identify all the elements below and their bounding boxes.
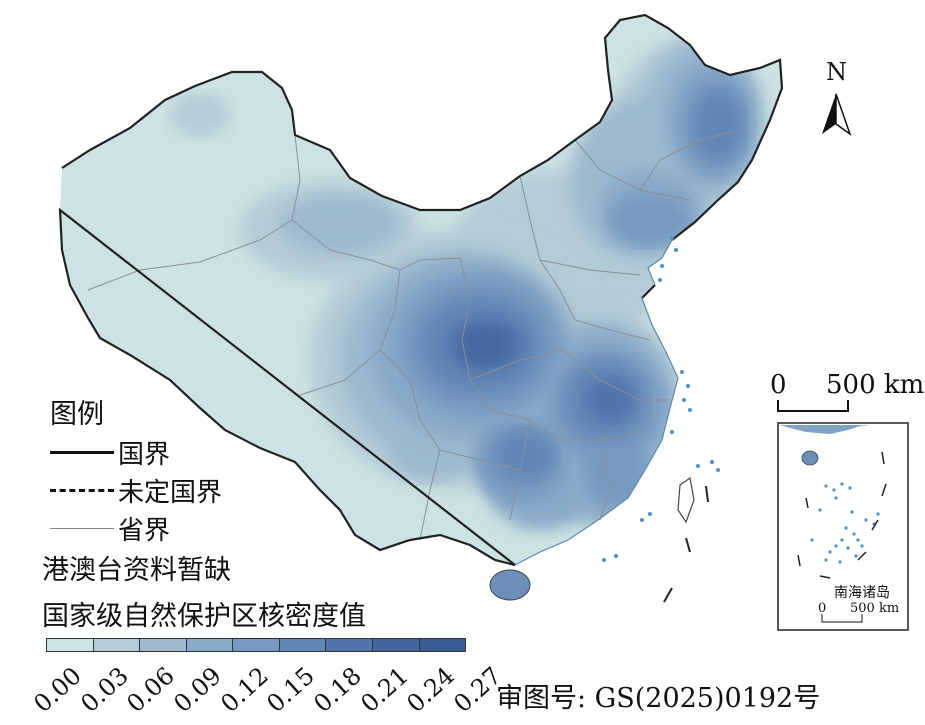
ramp-cell — [47, 639, 94, 651]
island-dot — [834, 496, 838, 500]
mainland-density — [58, 13, 784, 567]
ramp-cell — [372, 639, 420, 651]
island-dot — [848, 486, 852, 490]
dashed-line-icon — [50, 488, 114, 492]
island-dot — [658, 278, 662, 282]
ramp-cell — [140, 639, 187, 651]
island-dot — [838, 560, 842, 564]
island-dot — [824, 484, 828, 488]
island-dot — [696, 464, 700, 468]
legend-item-label: 省界 — [118, 515, 171, 546]
island-dot — [688, 408, 692, 412]
approval-number: 审图号: GS(2025)0192号 — [496, 683, 821, 714]
density-contour — [610, 195, 690, 245]
density-contour — [495, 430, 555, 480]
solid-line-icon — [50, 450, 114, 454]
density-surface — [170, 40, 770, 530]
ramp-cell — [326, 639, 373, 651]
north-arrow — [822, 93, 852, 136]
island-dot — [828, 550, 832, 554]
no-data-note: 港澳台资料暂缺 — [42, 555, 231, 586]
province-borders — [87, 129, 741, 541]
island-dot — [860, 544, 864, 548]
density-contour — [170, 93, 230, 137]
ramp-cell — [419, 639, 466, 651]
legend-item-label: 国界 — [118, 439, 171, 470]
coastal-islands — [602, 236, 720, 562]
density-contour — [585, 435, 645, 505]
north-arrow-label: N — [826, 58, 847, 86]
inset-title: 南海诸岛 — [834, 585, 890, 601]
island-dot — [864, 518, 868, 522]
island-dot — [854, 554, 858, 558]
density-contour — [460, 327, 510, 363]
legend-item-provincial-border: 省界 — [50, 512, 171, 546]
island-dot — [674, 248, 678, 252]
inset-scale-zero: 0 — [818, 601, 827, 616]
density-contour — [280, 195, 400, 255]
density-color-ramp — [46, 638, 466, 652]
island-dot — [660, 264, 664, 268]
island-dot — [846, 546, 850, 550]
legend-item-label: 未定国界 — [118, 477, 223, 508]
ramp-cell — [186, 639, 234, 651]
legend-item-national-border: 国界 — [50, 436, 171, 470]
main-scale-bar — [777, 400, 849, 412]
thin-line-icon — [50, 527, 114, 529]
taiwan-island — [677, 476, 695, 524]
island-dot — [856, 538, 860, 542]
ramp-cell — [279, 639, 327, 651]
island-dot — [840, 482, 844, 486]
island-dot — [818, 508, 822, 512]
ramp-cell — [93, 639, 141, 651]
main-disputed-lines — [663, 485, 709, 603]
island-dot — [686, 384, 690, 388]
island-dot — [716, 468, 720, 472]
island-dot — [614, 554, 618, 558]
island-dot — [640, 518, 644, 522]
hainan-island — [489, 569, 531, 601]
island-dot — [682, 398, 686, 402]
scale-end-label: 500 km — [826, 370, 925, 400]
island-dot — [680, 370, 684, 374]
island-dot — [850, 510, 854, 514]
island-dot — [602, 558, 606, 562]
legend-title: 图例 — [50, 399, 104, 430]
ramp-title: 国家级自然保护区核密度值 — [42, 601, 366, 632]
island-dot — [810, 538, 814, 542]
island-dot — [670, 430, 674, 434]
coastline — [514, 239, 679, 566]
island-dot — [648, 512, 652, 516]
island-dot — [840, 538, 844, 542]
island-dot — [832, 488, 836, 492]
island-dot — [844, 526, 848, 530]
density-contour — [693, 90, 743, 160]
south-china-sea-inset — [777, 422, 909, 631]
island-dot — [710, 460, 714, 464]
density-contour — [585, 378, 635, 422]
island-dot — [876, 512, 880, 516]
island-dot — [824, 558, 828, 562]
island-dot — [834, 544, 838, 548]
inset-scale-end: 500 km — [850, 601, 900, 616]
legend-item-undetermined-border: 未定国界 — [50, 474, 223, 508]
scale-zero-label: 0 — [770, 370, 787, 400]
national-border — [58, 13, 784, 567]
ramp-cell — [233, 639, 280, 651]
island-dot — [670, 236, 674, 240]
island-dot — [852, 532, 856, 536]
